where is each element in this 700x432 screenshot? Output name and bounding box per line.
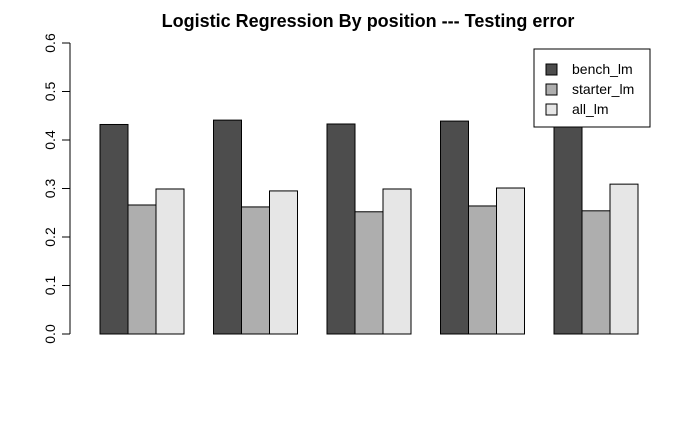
bar-bench_lm bbox=[440, 120, 469, 335]
legend-label-starter_lm: starter_lm bbox=[572, 81, 634, 97]
legend-label-bench_lm: bench_lm bbox=[572, 61, 633, 77]
legend-label-all_lm: all_lm bbox=[572, 101, 609, 117]
bar-bench_lm bbox=[553, 121, 583, 335]
bar-bench_lm bbox=[99, 123, 129, 335]
chart-title: Logistic Regression By position --- Test… bbox=[162, 11, 575, 31]
legend-swatch-starter_lm bbox=[545, 83, 558, 96]
bar-starter_lm bbox=[581, 210, 611, 335]
y-tick-label: 0.1 bbox=[42, 276, 58, 296]
bars bbox=[99, 119, 639, 335]
bar-all_lm bbox=[269, 190, 298, 335]
y-tick-label: 0.6 bbox=[42, 33, 58, 53]
bar-all_lm bbox=[609, 183, 639, 335]
y-tick-label: 0.0 bbox=[42, 324, 58, 344]
bar-bench_lm bbox=[326, 123, 356, 335]
legend: bench_lm starter_lm all_lm bbox=[533, 48, 651, 128]
bar-starter_lm bbox=[468, 205, 497, 335]
bar-all_lm bbox=[382, 188, 412, 335]
bar-all_lm bbox=[155, 188, 185, 335]
legend-swatch-bench_lm bbox=[545, 63, 558, 76]
y-axis: 0.0 0.1 0.2 0.3 0.4 0.5 0.6 bbox=[42, 33, 71, 344]
y-tick-label: 0.2 bbox=[42, 227, 58, 247]
y-tick-label: 0.3 bbox=[42, 179, 58, 199]
bar-starter_lm bbox=[241, 206, 270, 335]
legend-swatch-all_lm bbox=[545, 103, 558, 116]
y-tick-label: 0.5 bbox=[42, 82, 58, 102]
bar-starter_lm bbox=[354, 211, 384, 335]
bar-bench_lm bbox=[213, 119, 242, 335]
bar-all_lm bbox=[496, 187, 525, 335]
y-tick-label: 0.4 bbox=[42, 130, 58, 150]
bar-starter_lm bbox=[127, 204, 157, 335]
